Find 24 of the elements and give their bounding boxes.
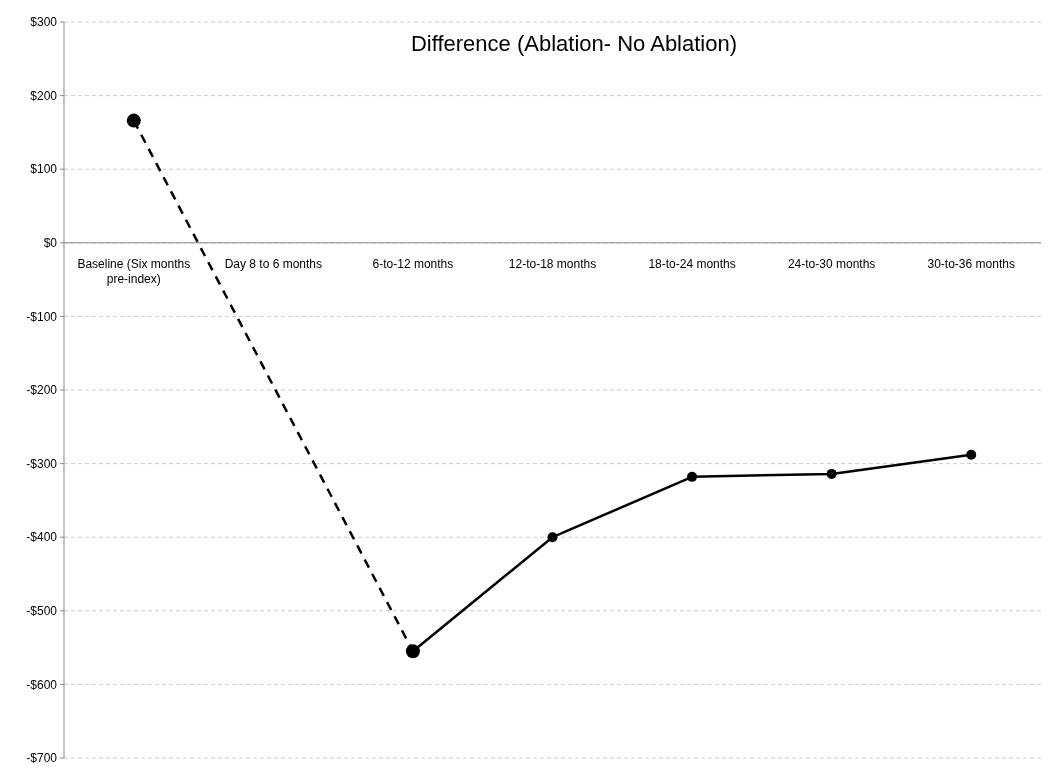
y-tick-label: -$500 (26, 604, 58, 618)
point (826, 468, 837, 479)
y-tick-label: -$700 (26, 751, 58, 766)
y-tick-label: -$400 (26, 530, 58, 545)
x-tick-label: 18-to-24 months (648, 256, 736, 271)
chart-title: Difference (Ablation- No Ablation) (410, 31, 738, 56)
y-tick-label: -$600 (26, 677, 58, 692)
point (547, 532, 558, 543)
y-tick-label: $300 (30, 15, 58, 30)
x-tick-label: Day 8 to 6 months (224, 256, 323, 271)
x-tick-label: 12-to-18 months (508, 256, 597, 271)
point (126, 113, 141, 128)
x-tick-label: 24-to-30 months (787, 256, 876, 271)
y-tick-label: -$100 (26, 309, 58, 324)
x-tick-label: 6-to-12 months (372, 256, 454, 271)
x-tick-label: Baseline (Six months pre-index) (77, 256, 191, 286)
y-tick-label: $100 (30, 162, 58, 177)
y-tick-label: $200 (30, 88, 58, 103)
x-tick-label: 30-to-36 months (927, 256, 1015, 271)
y-tick-label: $0 (43, 236, 58, 250)
point (687, 471, 698, 482)
y-tick-label: -$200 (26, 383, 58, 398)
y-tick-label: -$300 (26, 456, 58, 471)
point (966, 449, 977, 460)
